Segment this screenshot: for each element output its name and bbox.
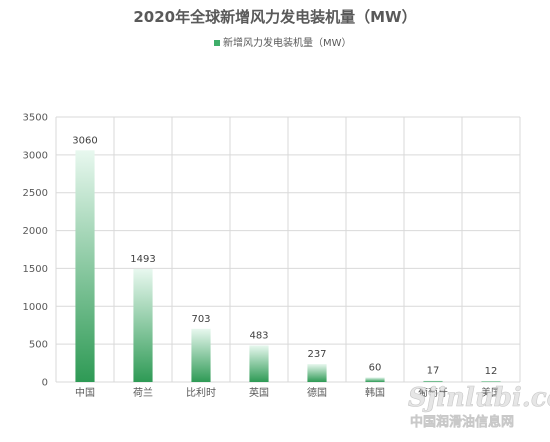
bar-0 — [75, 150, 95, 382]
category-label-2: 比利时 — [186, 387, 216, 399]
bar-7 — [481, 381, 501, 382]
y-tick-label-2: 1000 — [23, 302, 48, 313]
bar-3 — [249, 345, 269, 382]
watermark: Sjinlubi.com 中国润滑油信息网 — [408, 383, 550, 431]
legend-label: 新增风力发电装机量（MW） — [223, 36, 352, 49]
legend: 新增风力发电装机量（MW） — [214, 36, 352, 49]
y-tick-label-5: 2500 — [23, 188, 48, 199]
bar-2 — [191, 328, 211, 382]
legend-swatch — [214, 40, 220, 46]
value-labels: 3060 1493 703 483 237 60 17 12 — [72, 135, 497, 377]
category-label-7: 美国 — [481, 386, 501, 399]
category-label-0: 中国 — [75, 386, 95, 399]
bar-5 — [365, 377, 385, 382]
watermark-logo: Sjinlubi.com — [408, 383, 550, 413]
y-tick-label-3: 1500 — [23, 264, 48, 275]
y-tick-label-7: 3500 — [23, 113, 48, 124]
value-label-1: 1493 — [130, 254, 155, 265]
y-tick-label-4: 2000 — [23, 226, 48, 237]
value-label-7: 12 — [485, 366, 498, 377]
category-labels: 中国 荷兰 比利时 英国 德国 韩国 葡萄牙 美国 — [75, 386, 501, 399]
category-label-3: 英国 — [249, 386, 269, 399]
value-label-2: 703 — [191, 314, 210, 325]
gridlines — [55, 116, 521, 383]
bar-1 — [133, 268, 153, 382]
value-label-0: 3060 — [72, 135, 97, 146]
category-label-4: 德国 — [307, 386, 327, 399]
category-label-5: 韩国 — [365, 386, 385, 399]
value-label-3: 483 — [249, 330, 268, 341]
bar-4 — [307, 364, 327, 382]
bar-6 — [423, 380, 443, 382]
value-label-6: 17 — [427, 366, 440, 377]
value-label-4: 237 — [307, 349, 326, 360]
y-tick-label-0: 0 — [42, 378, 48, 389]
y-axis-ticks: 0 500 1000 1500 2000 2500 3000 3500 — [23, 113, 48, 389]
y-tick-label-1: 500 — [29, 340, 48, 351]
chart-title: 2020年全球新增风力发电装机量（MW） — [133, 8, 416, 26]
category-label-6: 葡萄牙 — [418, 386, 448, 399]
bars — [75, 150, 501, 382]
y-tick-label-6: 3000 — [23, 150, 48, 161]
value-label-5: 60 — [369, 362, 382, 373]
watermark-caption: 中国润滑油信息网 — [410, 414, 514, 430]
category-label-1: 荷兰 — [133, 386, 153, 399]
